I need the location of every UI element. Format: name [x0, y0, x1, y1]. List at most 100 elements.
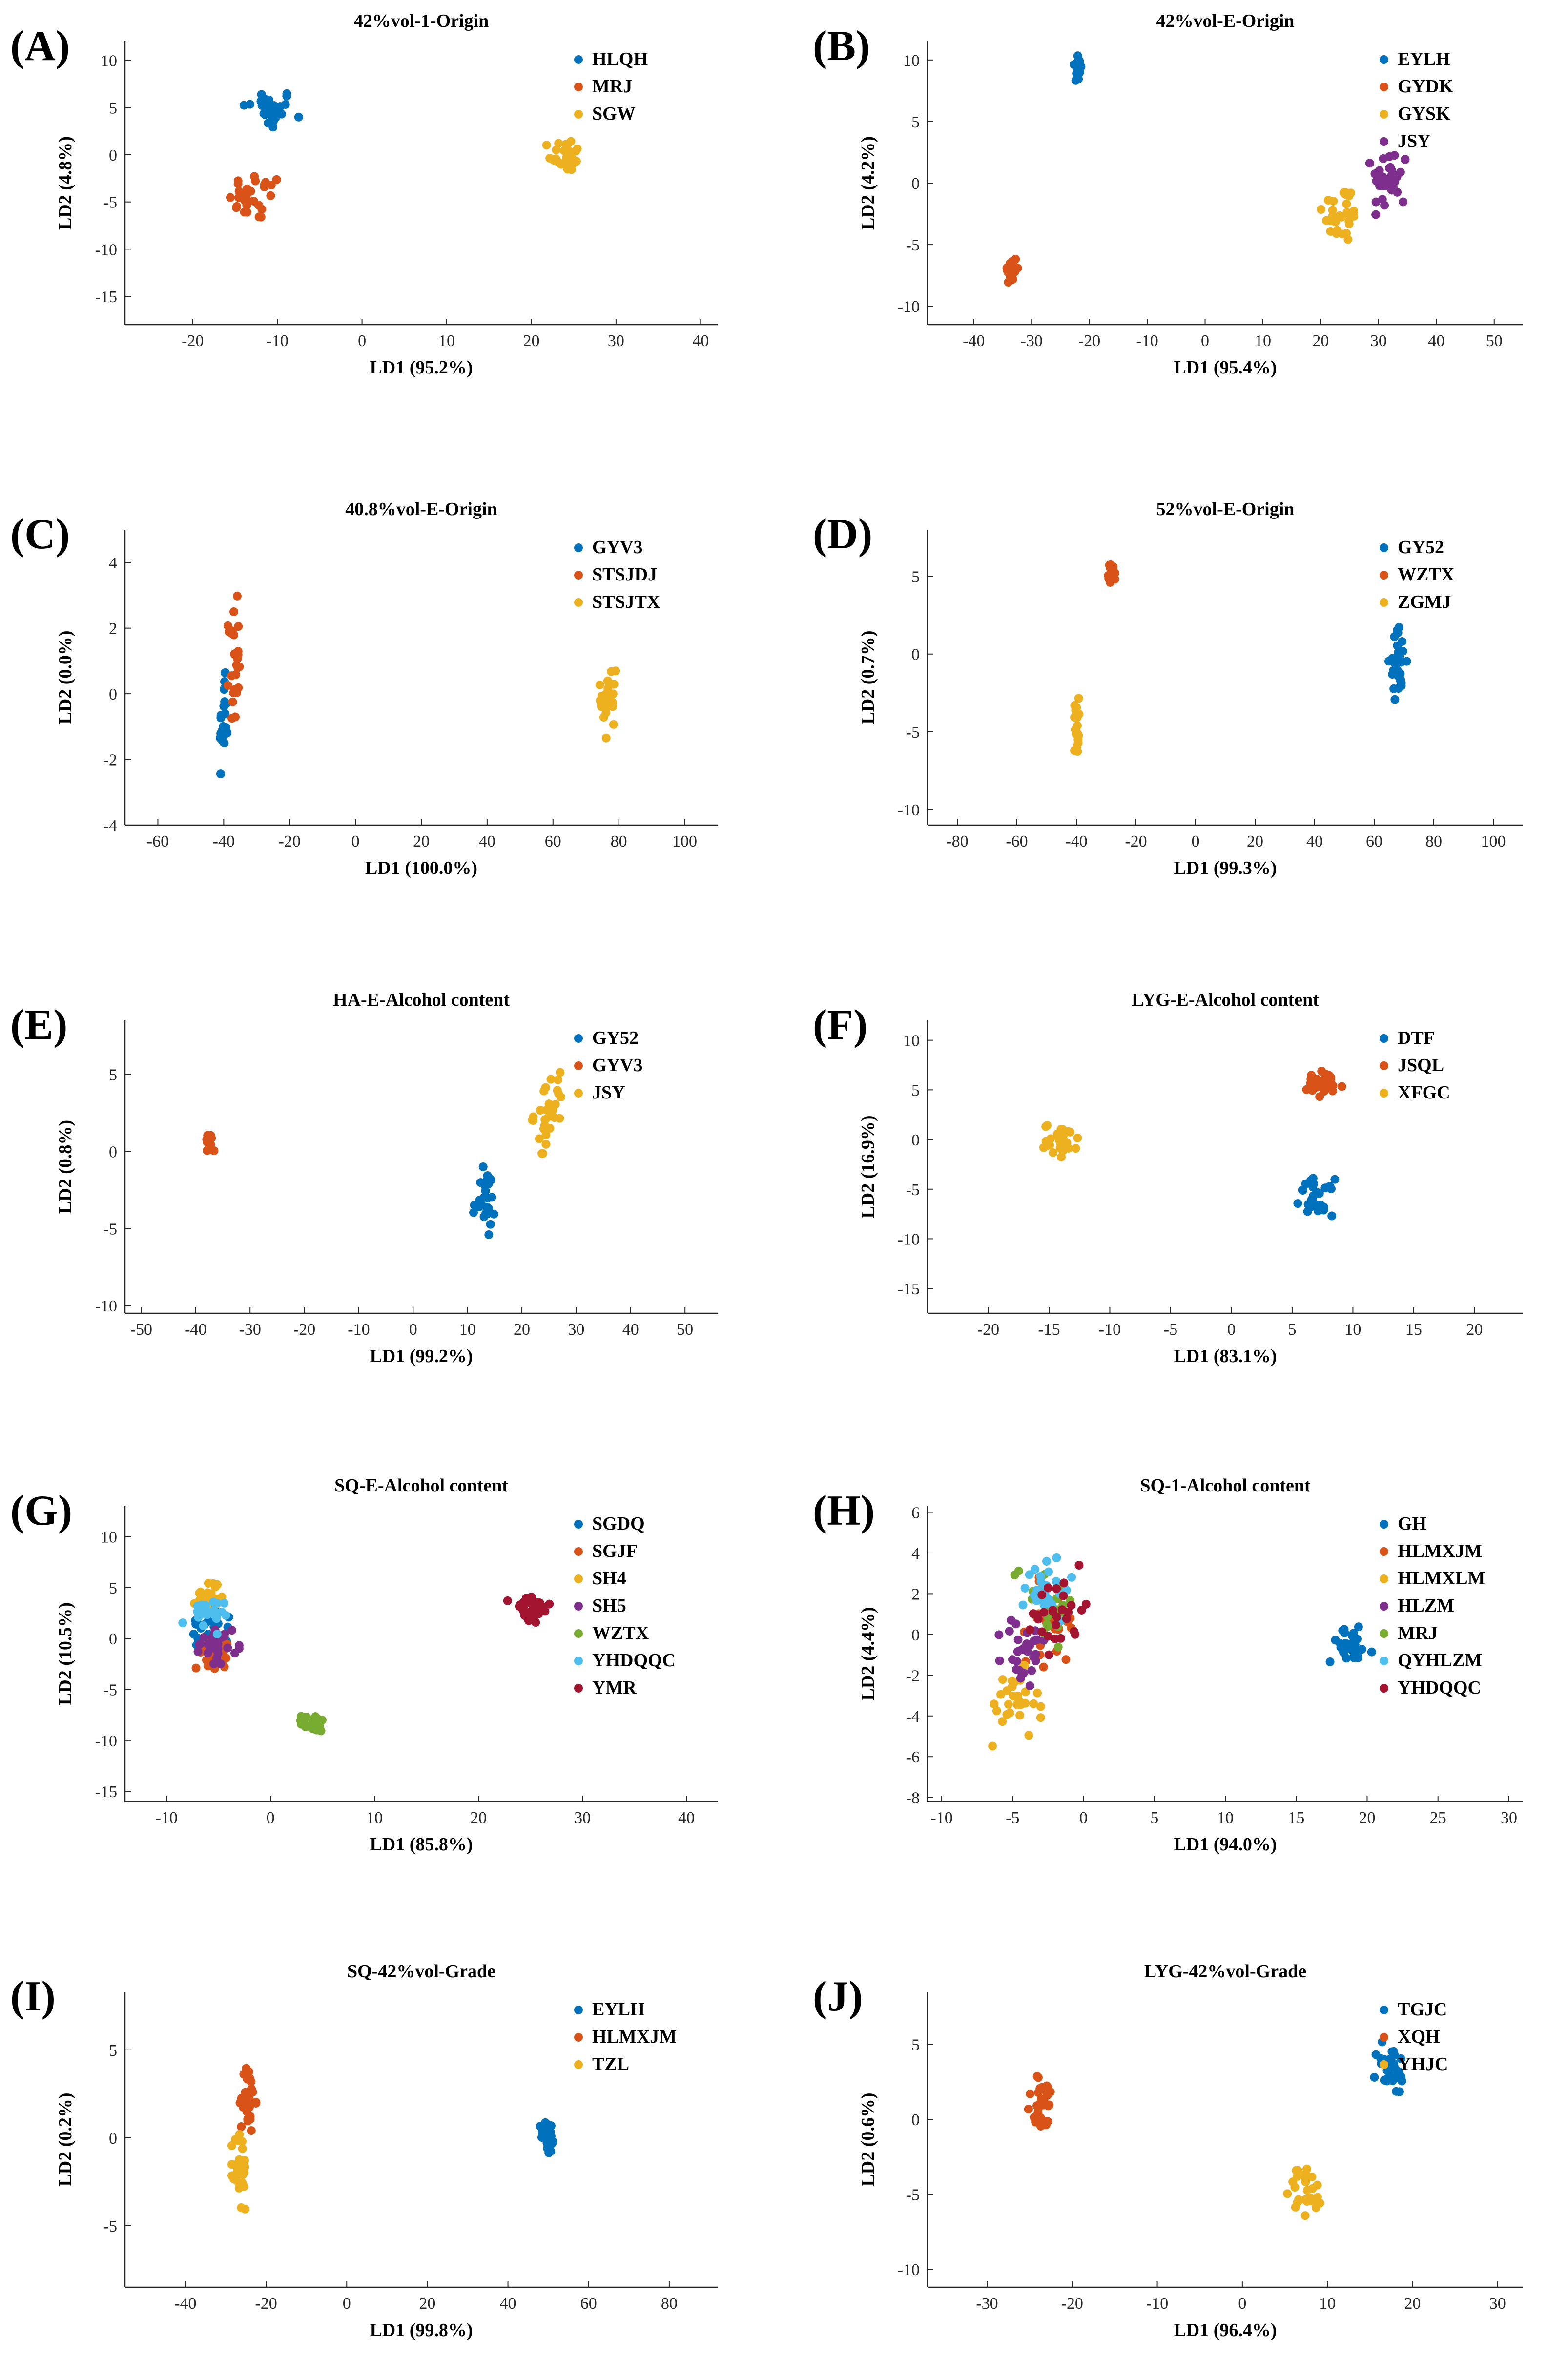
series-wztx [1104, 560, 1119, 587]
legend: GY52 WZTX ZGMJ [1380, 537, 1454, 612]
data-point [1293, 1199, 1302, 1208]
data-point [243, 2091, 252, 2100]
x-tick-label: 20 [514, 1321, 530, 1339]
data-point [1396, 167, 1405, 177]
data-point [1029, 1609, 1038, 1618]
x-tick-label: 0 [1079, 1809, 1088, 1827]
x-tick-label: 10 [366, 1809, 383, 1827]
panel-label: (B) [813, 22, 870, 70]
data-point [238, 2144, 247, 2154]
x-tick-label: 80 [661, 2295, 678, 2313]
legend-marker [1380, 1602, 1388, 1611]
series-gy52 [1384, 623, 1411, 704]
x-tick-label: -30 [239, 1321, 261, 1339]
data-point [246, 186, 255, 196]
legend-entry: EYLH [592, 1999, 645, 2020]
x-axis-label: LD1 (95.2%) [370, 357, 473, 378]
data-point [272, 175, 281, 184]
data-point [231, 670, 240, 679]
legend-entry: STSJDJ [592, 564, 657, 585]
data-point [294, 112, 303, 122]
data-point [1044, 1567, 1053, 1576]
data-point [195, 1640, 204, 1649]
x-axis-label: LD1 (85.8%) [370, 1834, 473, 1855]
legend-entry: TGJC [1398, 1999, 1447, 2020]
legend-marker [574, 1089, 583, 1098]
x-tick-label: 40 [692, 332, 709, 350]
x-tick-label: 30 [1370, 332, 1387, 350]
data-point [1029, 1636, 1038, 1646]
y-tick-label: 10 [903, 1032, 920, 1050]
legend-entry: GH [1398, 1513, 1426, 1534]
data-point [1067, 1601, 1076, 1610]
data-point [223, 681, 232, 690]
data-point [234, 1641, 244, 1650]
x-tick-label: -15 [1038, 1321, 1060, 1339]
data-point [212, 1614, 221, 1623]
data-point [1330, 1175, 1340, 1184]
y-tick-label: 0 [109, 2130, 117, 2148]
data-point [567, 165, 576, 174]
panel-label: (F) [813, 1001, 867, 1049]
x-tick-label: -20 [279, 832, 301, 850]
data-point [1013, 1698, 1023, 1707]
legend-marker [1380, 137, 1388, 146]
data-point [1306, 1202, 1316, 1211]
x-tick-label: 0 [1227, 1321, 1236, 1339]
y-tick-label: 2 [911, 1585, 920, 1603]
series-hlqh [239, 89, 303, 132]
data-point [1342, 1654, 1351, 1663]
y-tick-label: -5 [103, 194, 117, 212]
series-gysk [1317, 188, 1359, 244]
data-point [1036, 1713, 1045, 1722]
data-point [1344, 219, 1354, 228]
data-point [470, 1201, 479, 1210]
data-point [996, 1690, 1005, 1699]
legend-marker [1380, 2033, 1388, 2042]
series-hlmxlm [988, 1661, 1045, 1751]
legend-marker [1380, 55, 1388, 64]
data-point [1347, 1631, 1357, 1640]
panel-title: 42%vol-E-Origin [1156, 11, 1295, 31]
y-tick-label: -5 [906, 236, 920, 254]
data-point [1043, 1622, 1052, 1631]
data-point [523, 1611, 533, 1620]
legend-entry: DTF [1398, 1028, 1435, 1048]
y-tick-label: -5 [103, 1220, 117, 1238]
legend-marker [1380, 1629, 1388, 1638]
data-point [1307, 1195, 1316, 1204]
data-point [607, 667, 616, 676]
data-point [1072, 69, 1081, 78]
data-point [1025, 1625, 1034, 1635]
x-tick-label: 20 [523, 332, 539, 350]
series-xfgc [1039, 1121, 1082, 1161]
data-point [566, 137, 576, 146]
y-axis-label: LD2 (0.7%) [858, 630, 878, 724]
data-point [1328, 211, 1337, 221]
data-point [194, 1613, 203, 1622]
data-point [1025, 1681, 1034, 1691]
series-tzl [227, 2130, 250, 2214]
x-tick-label: 20 [470, 1809, 487, 1827]
panel-a: (A) 42%vol-1-Origin -20 -10 0 10 20 30 40 10 5 0 -5 -… [10, 11, 718, 378]
legend-entry: TZL [592, 2054, 629, 2074]
legend-marker [574, 1657, 583, 1665]
series-eylh [536, 2118, 557, 2157]
legend-entry: XFGC [1398, 1082, 1450, 1103]
data-point [1294, 2195, 1303, 2204]
data-point [535, 1134, 544, 1143]
x-tick-label: -10 [1136, 332, 1158, 350]
data-point [1107, 566, 1116, 575]
y-tick-label: 5 [109, 1066, 117, 1084]
data-point [220, 668, 229, 678]
legend-marker [574, 55, 583, 64]
data-point [1306, 1176, 1315, 1185]
y-axis-label: LD2 (16.9%) [858, 1115, 878, 1218]
data-point [480, 1181, 490, 1191]
y-tick-label: -10 [898, 1230, 920, 1248]
data-point [1385, 152, 1394, 161]
x-tick-label: 5 [1150, 1809, 1158, 1827]
series-yhjc [1283, 2164, 1324, 2220]
x-tick-label: -10 [348, 1321, 370, 1339]
